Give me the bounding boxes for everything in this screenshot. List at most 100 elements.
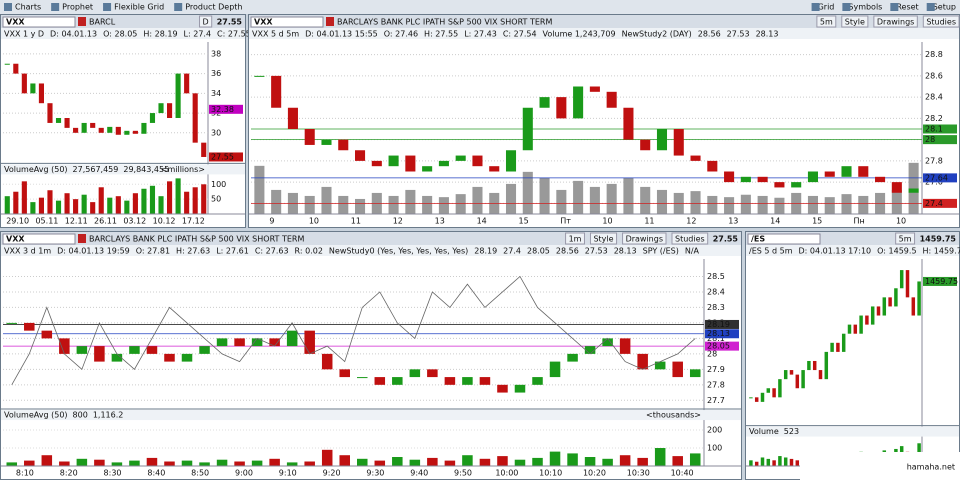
panel-tool[interactable]: 1m	[569, 235, 582, 244]
volume-bar	[689, 453, 701, 466]
candle	[795, 374, 800, 389]
volume-info: 29,843,455	[123, 165, 169, 174]
candle	[269, 338, 280, 347]
candle	[24, 322, 35, 331]
candle	[584, 346, 596, 354]
tool-button	[873, 15, 918, 28]
volume-bar	[795, 460, 800, 466]
panel-tool[interactable]: Studies	[926, 18, 956, 27]
volume-bar	[405, 189, 416, 214]
y-tick-label: 28.4	[707, 287, 725, 296]
toolbar-button[interactable]: Flexible Grid	[114, 3, 164, 12]
volume-bar	[573, 180, 584, 214]
toolbar-icon	[174, 3, 183, 11]
toolbar-button[interactable]: Reset	[896, 3, 918, 12]
panel-tool[interactable]: 5m	[899, 235, 912, 244]
volume-bar	[619, 455, 631, 466]
candle	[656, 129, 668, 151]
x-tick-label: 10:20	[583, 469, 606, 478]
symbol-box	[2, 233, 76, 245]
panel-tool[interactable]: Style	[593, 235, 613, 244]
volume-bar	[24, 460, 35, 466]
tool-button	[565, 232, 585, 245]
info-field: 27.53	[727, 30, 750, 39]
info-field: Volume 1,243,709	[543, 30, 616, 39]
candle	[497, 384, 508, 393]
price-tag	[923, 198, 957, 208]
volume-bar	[778, 456, 782, 466]
panel-tool[interactable]: Style	[845, 18, 865, 27]
candle	[774, 182, 785, 188]
symbol-icon	[326, 17, 334, 26]
toolbar-icon	[51, 3, 60, 11]
candle	[6, 322, 18, 324]
volume-bar	[584, 457, 596, 466]
price-tag	[923, 124, 957, 134]
info-field: O: 27.46	[384, 30, 418, 39]
toolbar-button[interactable]: Setup	[933, 3, 956, 12]
toolbar-button[interactable]: Product Depth	[185, 3, 242, 12]
panel-tool[interactable]: D	[203, 18, 209, 27]
volume-bar	[824, 197, 835, 214]
info-field: 28.56	[698, 30, 721, 39]
x-tick-label: 10	[602, 217, 612, 226]
candle	[149, 113, 156, 123]
candle	[606, 91, 617, 108]
toolbar-icon	[842, 3, 851, 11]
panel-tool[interactable]: 5m	[820, 18, 833, 27]
y-tick-label: 100	[707, 444, 722, 453]
panel-tool[interactable]: Drawings	[877, 18, 914, 27]
symbol[interactable]: VXX	[6, 18, 25, 27]
volume-bar	[304, 195, 315, 214]
toolbar-button[interactable]: Symbols	[848, 3, 882, 12]
candle	[339, 369, 350, 378]
x-tick-label: 12	[686, 217, 696, 226]
volume-bar	[254, 165, 265, 214]
volume-bar	[549, 451, 561, 466]
volume-bar	[749, 460, 753, 466]
tool-button	[922, 15, 960, 28]
candle	[405, 155, 416, 172]
volume-header	[1, 164, 245, 175]
price-tag-label: 28.13	[707, 329, 730, 338]
candle	[891, 182, 902, 193]
volume-bar	[321, 186, 332, 214]
toolbar-button[interactable]: Prophet	[62, 3, 93, 12]
overlay-line	[11, 275, 696, 386]
symbol-box	[747, 233, 821, 245]
toolbar-button[interactable]: Grid	[818, 3, 835, 12]
candle	[38, 83, 44, 104]
info-field: L: 27.4	[184, 30, 212, 39]
toolbar-icon	[103, 3, 112, 11]
info-bar	[1, 245, 741, 256]
volume-bar	[539, 177, 550, 214]
x-tick-label: 8:10	[16, 469, 34, 478]
candle	[917, 281, 921, 316]
volume-bar	[76, 458, 88, 466]
symbol[interactable]: VXX	[254, 18, 273, 27]
candle	[21, 73, 27, 94]
x-tick-label: 12.11	[65, 217, 88, 226]
info-field: O: 27.81	[136, 247, 170, 256]
price-tag	[209, 104, 243, 114]
candle	[158, 103, 164, 114]
candle	[749, 397, 753, 399]
candle	[132, 130, 138, 134]
candle	[287, 107, 298, 129]
volume-bar	[73, 199, 79, 214]
y-tick-label: 38	[211, 49, 221, 58]
info-field: C: 27.54	[503, 30, 537, 39]
symbol[interactable]: /ES	[751, 235, 765, 244]
symbol[interactable]: VXX	[6, 235, 25, 244]
candle	[94, 346, 105, 362]
y-tick-label: 34	[211, 89, 221, 98]
toolbar-button[interactable]: Charts	[15, 3, 41, 12]
panel-tool[interactable]: Drawings	[626, 235, 663, 244]
candle	[234, 338, 245, 347]
panel-tool[interactable]: Studies	[675, 235, 705, 244]
panel-header	[249, 15, 959, 28]
volume-bar	[427, 457, 438, 466]
candle	[807, 171, 818, 183]
volume-bar	[13, 191, 19, 214]
info-field: H: 1459.75	[923, 247, 960, 256]
